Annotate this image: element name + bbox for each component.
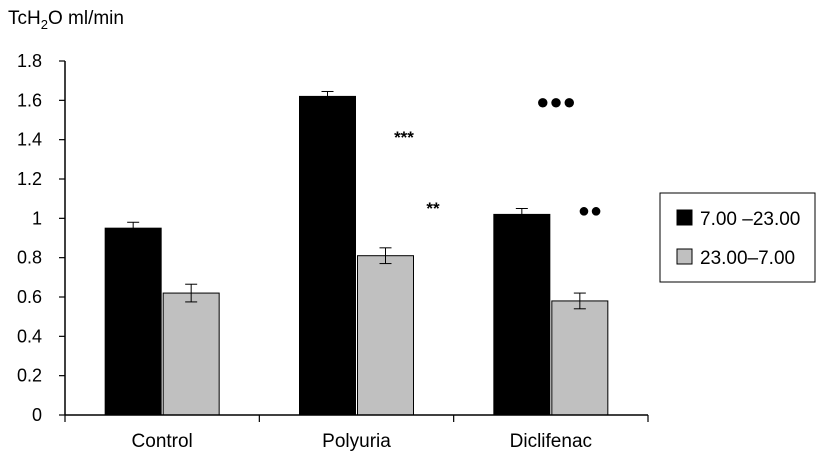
bar-day-polyuria xyxy=(299,95,356,416)
error-bar xyxy=(515,208,528,221)
y-tick-label: 0.4 xyxy=(17,326,42,346)
y-tick-label: 1 xyxy=(32,208,42,228)
x-axis-ticks: Control Polyuria Diclifenac xyxy=(64,415,649,452)
y-axis-label-rest: O ml/min xyxy=(48,8,124,29)
annotation-polyuria-night: ** xyxy=(426,199,440,218)
legend-label-day: 7.00 –23.00 xyxy=(700,209,800,230)
legend-box xyxy=(659,192,816,283)
error-bar xyxy=(127,221,140,235)
y-tick-label: 0.6 xyxy=(17,287,42,307)
y-axis-ticks: 0 0.2 0.4 0.6 0.8 1 1.2 1.4 1.6 1.8 xyxy=(17,51,65,425)
x-tick-label: Control xyxy=(132,431,193,452)
error-bar xyxy=(573,292,586,310)
y-tick-label: 1.2 xyxy=(17,169,42,189)
y-tick-label: 0 xyxy=(32,405,42,425)
x-tick-label: Polyuria xyxy=(322,431,391,452)
error-bar xyxy=(379,247,392,265)
y-axis-label-main: TcH xyxy=(8,8,41,29)
y-tick-label: 0.8 xyxy=(17,248,42,268)
legend-swatch-night xyxy=(676,248,693,265)
annotation-diclifenac-day: ●●● xyxy=(536,89,576,114)
annotation-polyuria-day: *** xyxy=(394,128,414,147)
y-tick-label: 1.8 xyxy=(17,51,42,71)
error-bar xyxy=(321,90,334,102)
y-axis-label: TcH2O ml/min xyxy=(8,8,124,32)
y-tick-label: 1.4 xyxy=(17,130,42,150)
legend-swatch-day xyxy=(676,209,693,226)
bar-night-polyuria xyxy=(357,255,414,416)
bar-day-diclifenac xyxy=(493,213,551,416)
legend-label-night: 23.00–7.00 xyxy=(700,248,795,269)
bars-group xyxy=(104,90,609,416)
x-tick-label: Diclifenac xyxy=(510,431,592,452)
y-tick-label: 0.2 xyxy=(17,366,42,386)
legend: 7.00 –23.00 23.00–7.00 xyxy=(659,192,816,283)
annotation-diclifenac-night: ●● xyxy=(578,200,602,222)
bar-day-control xyxy=(104,227,162,416)
y-tick-label: 1.6 xyxy=(17,90,42,110)
y-axis-label-subscript: 2 xyxy=(41,17,48,32)
error-bar xyxy=(185,283,198,303)
bar-night-control xyxy=(162,292,220,416)
bar-night-diclifenac xyxy=(551,300,609,416)
